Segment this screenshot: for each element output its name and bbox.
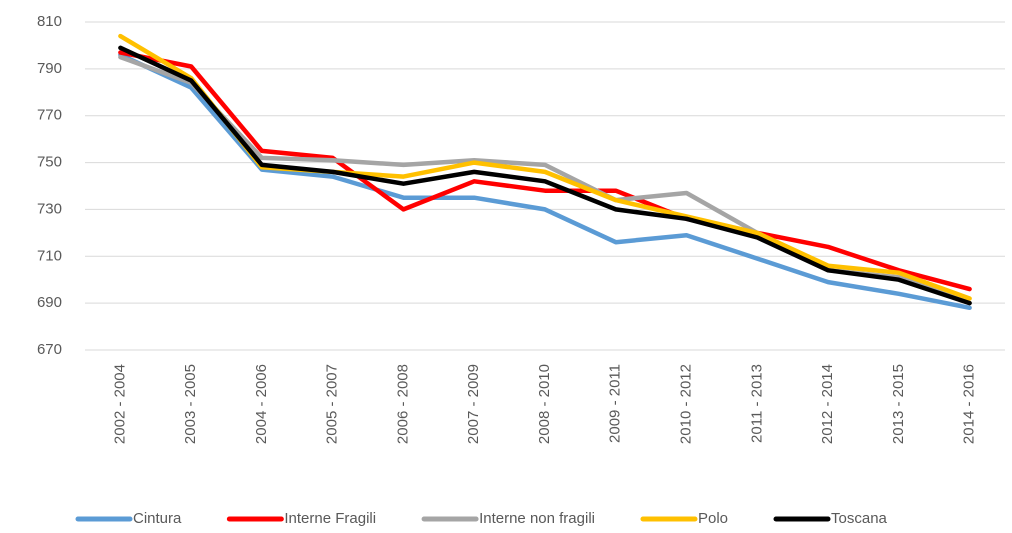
x-tick-label: 2008 - 2010	[536, 364, 553, 444]
legend-label: Cintura	[133, 510, 182, 527]
x-tick-label: 2006 - 2008	[394, 364, 411, 444]
series-line	[118, 50, 972, 292]
x-tick-label: 2010 - 2012	[678, 364, 695, 444]
x-tick-label: 2004 - 2006	[253, 364, 270, 444]
x-tick-label: 2009 - 2011	[607, 364, 624, 443]
x-tick-label: 2011 - 2013	[748, 364, 765, 443]
y-tick-label: 790	[37, 60, 62, 77]
legend-label: Toscana	[831, 510, 888, 527]
x-tick-label: 2002 - 2004	[111, 364, 128, 444]
y-tick-label: 670	[37, 341, 62, 358]
y-tick-label: 810	[37, 13, 62, 30]
y-tick-label: 770	[37, 107, 62, 124]
y-tick-label: 730	[37, 200, 62, 217]
x-tick-label: 2013 - 2015	[890, 364, 907, 444]
y-tick-label: 750	[37, 154, 62, 171]
legend-label: Interne Fragili	[284, 510, 376, 527]
x-tick-label: 2014 - 2016	[961, 364, 978, 444]
x-tick-label: 2005 - 2007	[324, 364, 341, 444]
series-line	[118, 45, 972, 306]
x-tick-label: 2012 - 2014	[819, 364, 836, 444]
series-line	[118, 33, 972, 301]
y-tick-label: 710	[37, 247, 62, 264]
series-line	[118, 52, 972, 311]
x-tick-label: 2003 - 2005	[182, 364, 199, 444]
legend-label: Polo	[698, 510, 728, 527]
legend-label: Interne non fragili	[479, 510, 595, 527]
y-tick-label: 690	[37, 294, 62, 311]
x-tick-label: 2007 - 2009	[465, 364, 482, 444]
